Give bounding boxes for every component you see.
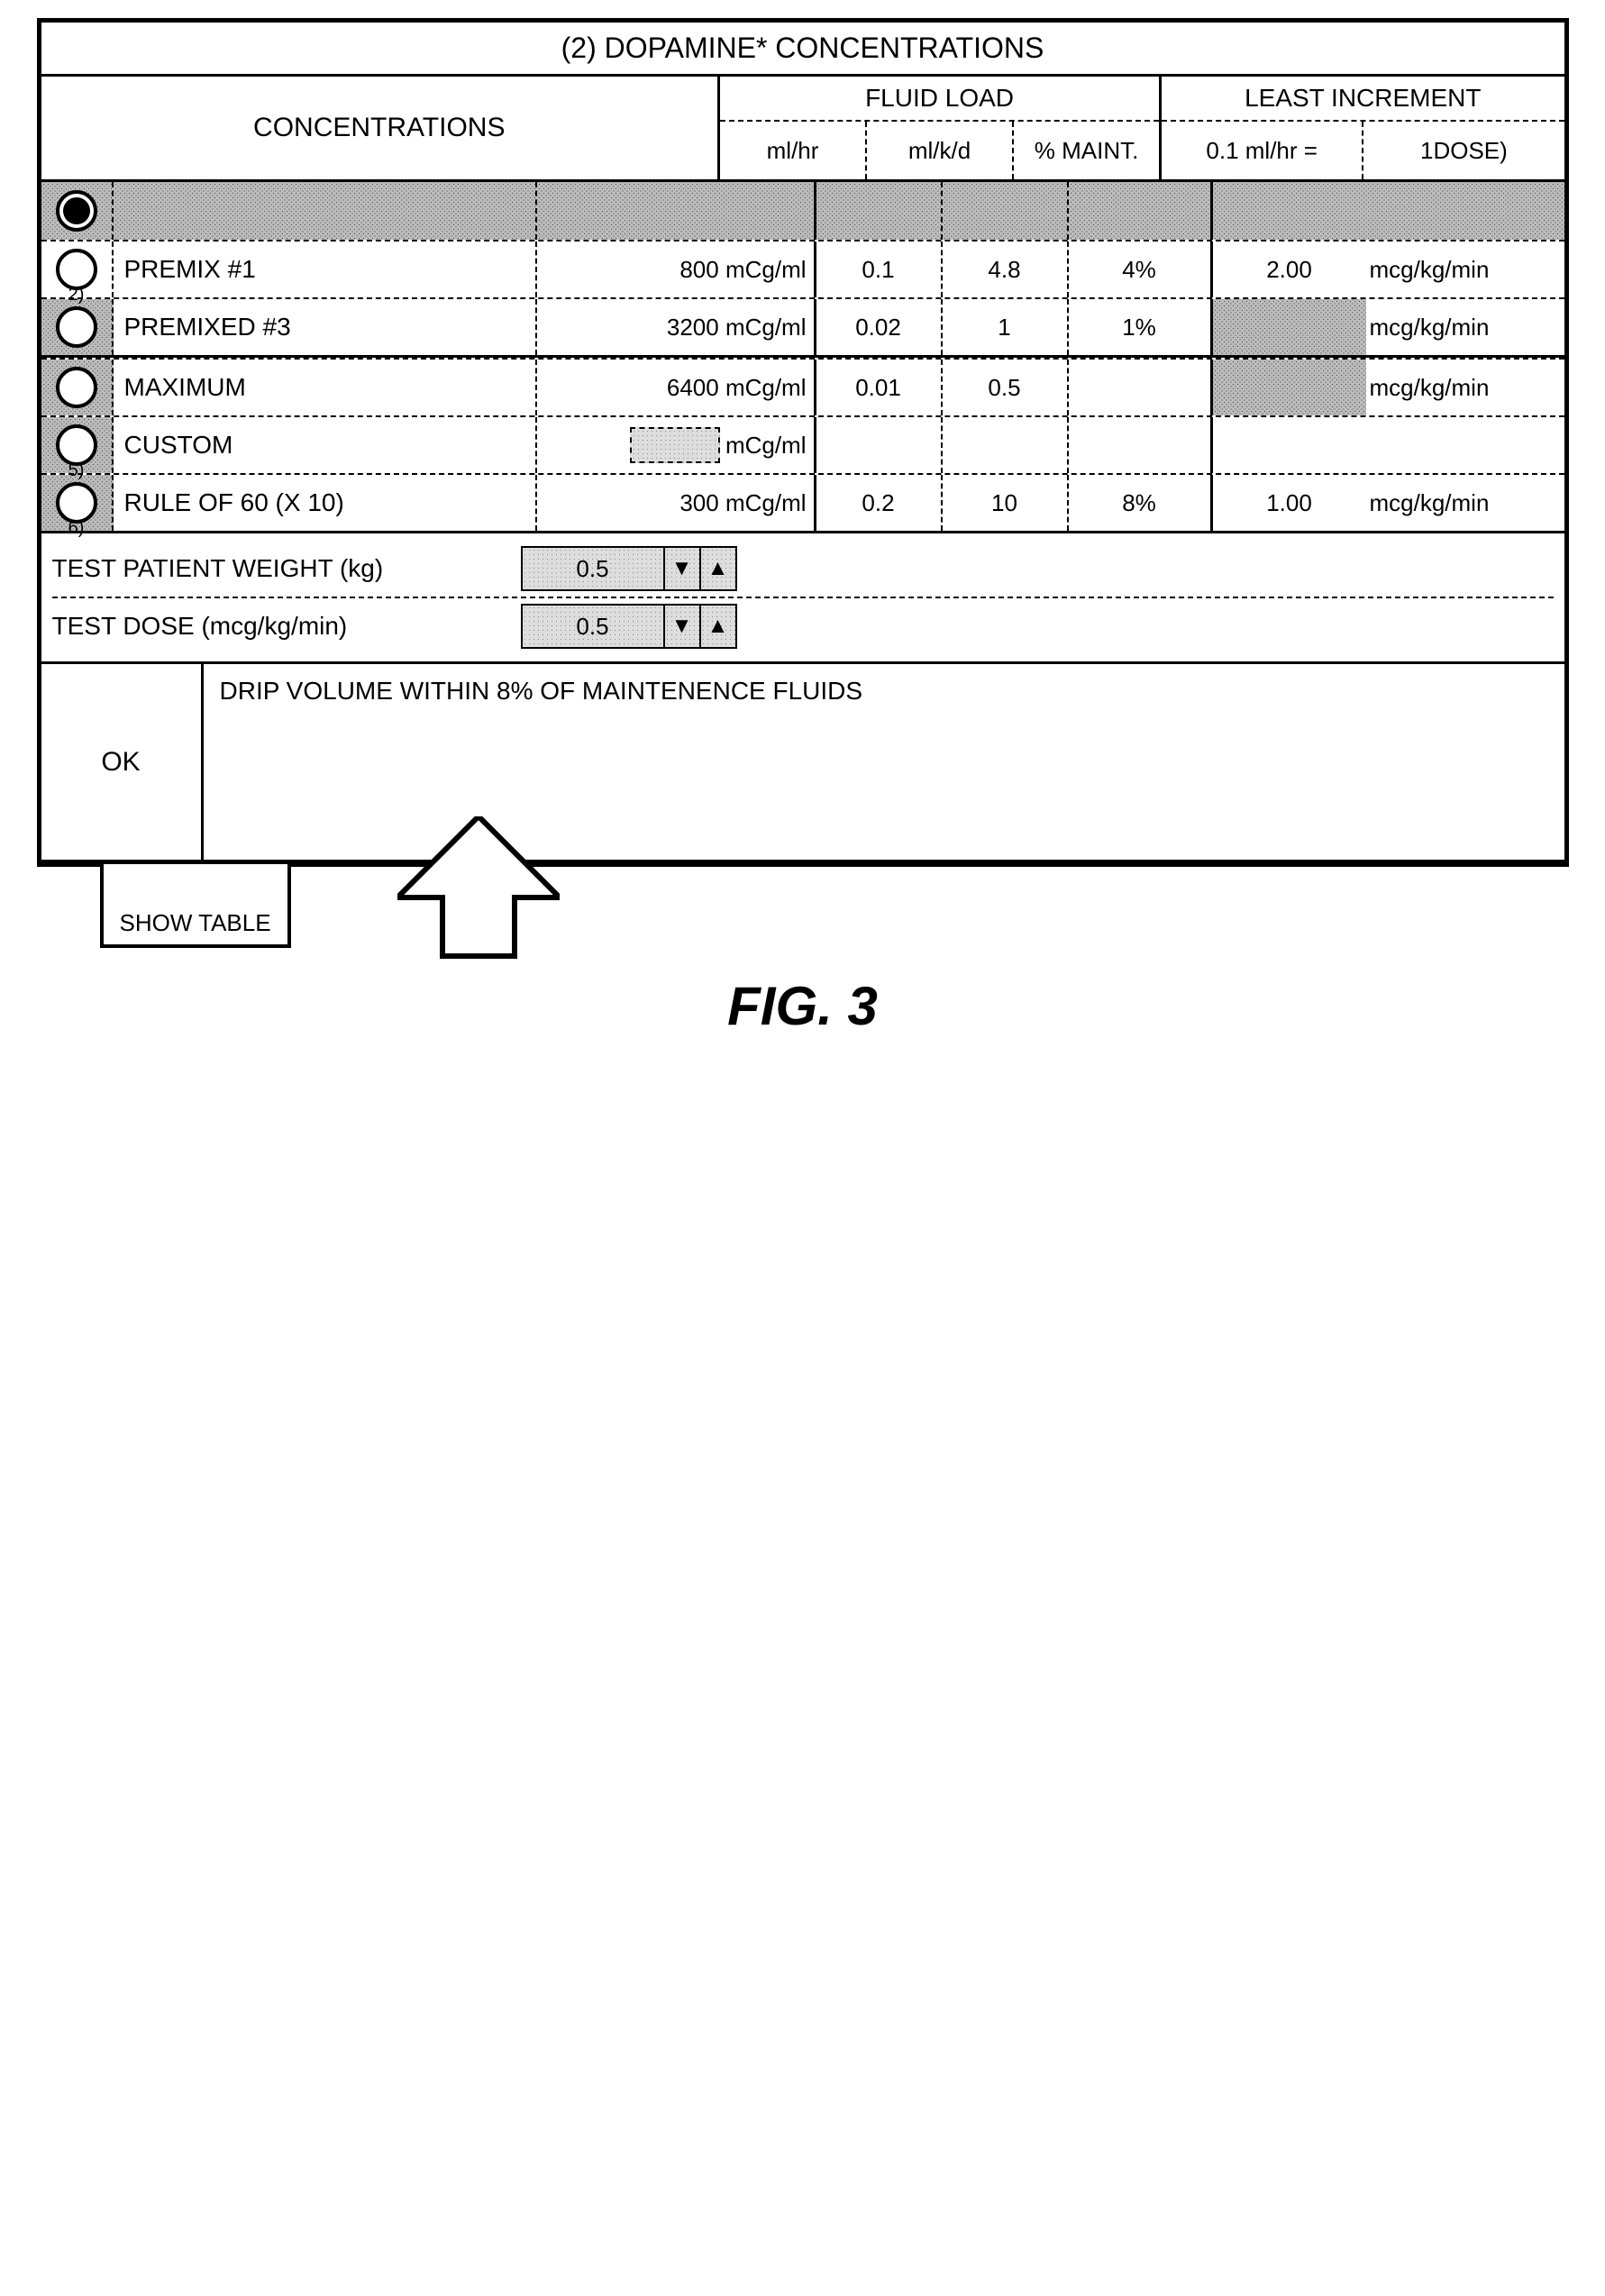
row-least-value xyxy=(1213,417,1366,473)
weight-down-icon[interactable]: ▼ xyxy=(665,548,701,589)
table-row: MAXIMUM6400 mCg/ml0.010.5 mcg/kg/min xyxy=(41,358,1564,415)
least-right: 1DOSE) xyxy=(1363,122,1564,179)
col-mlkd: ml/k/d xyxy=(867,122,1014,179)
row-least-value: 1.00 xyxy=(1213,475,1366,531)
row-maint: 8% xyxy=(1069,475,1213,531)
row-mlhr: 0.01 xyxy=(816,360,943,415)
row-index: 2) xyxy=(68,285,85,305)
column-headers: CONCENTRATIONS FLUID LOAD ml/hr ml/k/d %… xyxy=(41,77,1564,182)
row-least-unit: mcg/kg/min xyxy=(1366,475,1564,531)
row-radio-cell[interactable]: 6) xyxy=(41,475,114,531)
test-weight-row: TEST PATIENT WEIGHT (kg) 0.5 ▼ ▲ xyxy=(52,541,1554,598)
row-radio-cell[interactable]: 2) xyxy=(41,241,114,297)
col-header-concentrations: CONCENTRATIONS xyxy=(41,77,721,179)
dose-up-icon[interactable]: ▲ xyxy=(701,606,735,647)
dose-stepper[interactable]: 0.5 ▼ ▲ xyxy=(521,604,737,649)
table-row: PREMIXED #33200 mCg/ml0.0211% mcg/kg/min xyxy=(41,297,1564,355)
dose-value[interactable]: 0.5 xyxy=(521,604,665,649)
row-mlkd: 0.5 xyxy=(943,360,1069,415)
weight-stepper[interactable]: 0.5 ▼ ▲ xyxy=(521,546,737,591)
conc-cell xyxy=(537,182,816,240)
row-mlkd xyxy=(943,417,1069,473)
radio-icon[interactable] xyxy=(56,367,97,408)
row-least-unit: mcg/kg/min xyxy=(1366,299,1564,355)
conc-cell: 800 mCg/ml xyxy=(537,241,816,297)
row-mlkd: 10 xyxy=(943,475,1069,531)
table-row: 2)PREMIX #1800 mCg/ml0.14.84%2.00mcg/kg/… xyxy=(41,240,1564,297)
row-mlkd xyxy=(943,182,1069,240)
dose-down-icon[interactable]: ▼ xyxy=(665,606,701,647)
row-index: 5) xyxy=(68,460,85,481)
row-least-value xyxy=(1213,299,1366,355)
table-row: 6)RULE OF 60 (X 10)300 mCg/ml0.2108%1.00… xyxy=(41,473,1564,531)
weight-up-icon[interactable]: ▲ xyxy=(701,548,735,589)
row-maint: 4% xyxy=(1069,241,1213,297)
arrow-up-icon xyxy=(397,816,560,961)
row-mlhr xyxy=(816,417,943,473)
row-least-unit xyxy=(1366,182,1564,240)
col-header-least: LEAST INCREMENT 0.1 ml/hr = 1DOSE) xyxy=(1162,77,1564,179)
row-radio-cell[interactable] xyxy=(41,299,114,355)
row-least-unit: mcg/kg/min xyxy=(1366,360,1564,415)
weight-value[interactable]: 0.5 xyxy=(521,546,665,591)
window-frame: (2) DOPAMINE* CONCENTRATIONS CONCENTRATI… xyxy=(37,18,1569,867)
row-maint xyxy=(1069,182,1213,240)
conc-cell: 6400 mCg/ml xyxy=(537,360,816,415)
row-radio-cell[interactable] xyxy=(41,182,114,240)
conc-cell: 3200 mCg/ml xyxy=(537,299,816,355)
fluidload-title: FLUID LOAD xyxy=(720,77,1159,122)
row-maint xyxy=(1069,417,1213,473)
figure-caption: FIG. 3 xyxy=(18,975,1587,1037)
col-header-fluidload: FLUID LOAD ml/hr ml/k/d % MAINT. xyxy=(720,77,1162,179)
radio-icon[interactable] xyxy=(56,306,97,348)
row-mlhr: 0.1 xyxy=(816,241,943,297)
row-mlkd: 4.8 xyxy=(943,241,1069,297)
row-least-unit xyxy=(1366,417,1564,473)
row-name: RULE OF 60 (X 10) xyxy=(114,475,537,531)
col-mlhr: ml/hr xyxy=(720,122,867,179)
row-least-unit: mcg/kg/min xyxy=(1366,241,1564,297)
row-name xyxy=(114,182,537,240)
row-mlkd: 1 xyxy=(943,299,1069,355)
least-title: LEAST INCREMENT xyxy=(1162,77,1564,122)
test-weight-label: TEST PATIENT WEIGHT (kg) xyxy=(52,554,521,583)
table-row xyxy=(41,182,1564,240)
conc-cell: 300 mCg/ml xyxy=(537,475,816,531)
concentration-rows: 2)PREMIX #1800 mCg/ml0.14.84%2.00mcg/kg/… xyxy=(41,182,1564,533)
radio-icon[interactable] xyxy=(56,190,97,232)
row-least-value: 2.00 xyxy=(1213,241,1366,297)
row-maint xyxy=(1069,360,1213,415)
row-least-value xyxy=(1213,360,1366,415)
row-radio-cell[interactable] xyxy=(41,360,114,415)
row-name: PREMIXED #3 xyxy=(114,299,537,355)
row-mlhr: 0.02 xyxy=(816,299,943,355)
row-maint: 1% xyxy=(1069,299,1213,355)
row-name: PREMIX #1 xyxy=(114,241,537,297)
test-dose-label: TEST DOSE (mcg/kg/min) xyxy=(52,612,521,641)
row-least-value xyxy=(1213,182,1366,240)
custom-conc-input[interactable] xyxy=(630,427,720,463)
row-index: 6) xyxy=(68,518,85,539)
test-inputs: TEST PATIENT WEIGHT (kg) 0.5 ▼ ▲ TEST DO… xyxy=(41,533,1564,664)
table-row: 5)CUSTOM mCg/ml xyxy=(41,415,1564,473)
show-table-tab[interactable]: SHOW TABLE xyxy=(100,864,291,948)
row-radio-cell[interactable]: 5) xyxy=(41,417,114,473)
least-left: 0.1 ml/hr = xyxy=(1162,122,1363,179)
row-mlhr: 0.2 xyxy=(816,475,943,531)
conc-custom-cell[interactable]: mCg/ml xyxy=(537,417,816,473)
row-name: CUSTOM xyxy=(114,417,537,473)
custom-conc-unit: mCg/ml xyxy=(725,432,807,460)
window-title: (2) DOPAMINE* CONCENTRATIONS xyxy=(41,23,1564,77)
row-name: MAXIMUM xyxy=(114,360,537,415)
col-maint: % MAINT. xyxy=(1014,122,1159,179)
status-row: OK DRIP VOLUME WITHIN 8% OF MAINTENENCE … xyxy=(41,664,1564,862)
status-ok: OK xyxy=(41,664,204,860)
test-dose-row: TEST DOSE (mcg/kg/min) 0.5 ▼ ▲ xyxy=(52,598,1554,654)
row-mlhr xyxy=(816,182,943,240)
